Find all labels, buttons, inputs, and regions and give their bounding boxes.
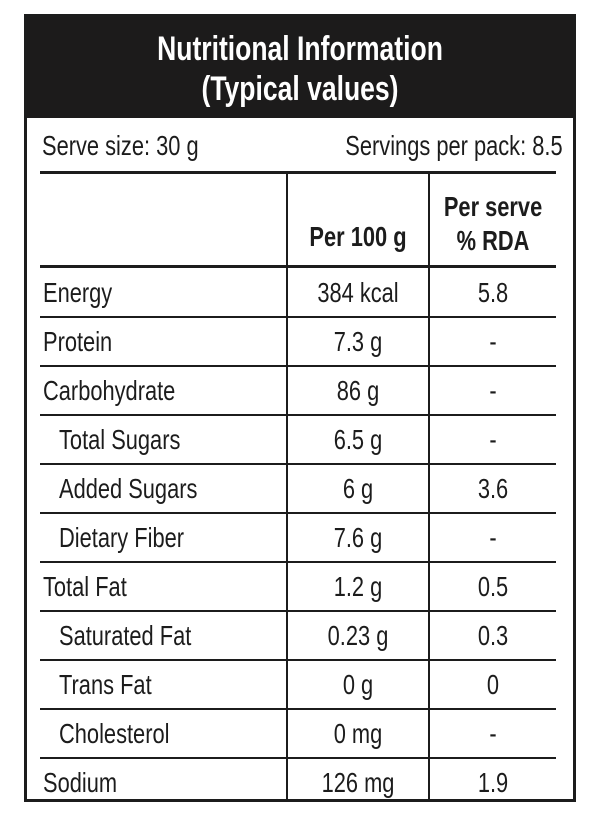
row-divider (40, 708, 556, 710)
column-header-rule (40, 265, 556, 268)
nutrient-name-sodium: Sodium (43, 767, 118, 798)
nutrient-name-added-sugars: Added Sugars (59, 473, 198, 504)
nutrient-rda-carbohydrate: - (489, 375, 497, 406)
nutrient-per-100g-saturated-fat: 0.23 g (327, 620, 389, 651)
nutrient-rda-sodium: 1.9 (477, 767, 509, 798)
nutrient-rda-total-sugars: - (489, 424, 497, 455)
nutrient-name-cholesterol: Cholesterol (59, 718, 170, 749)
row-divider (40, 561, 556, 563)
nutrient-rda-total-fat: 0.5 (477, 571, 509, 602)
row-divider (40, 365, 556, 367)
nutrient-per-100g-dietary-fiber: 7.6 g (333, 522, 383, 553)
label-subtitle: (Typical values) (201, 70, 399, 108)
servings-per-pack: Servings per pack: 8.5 (345, 130, 563, 161)
nutrient-rda-protein: - (489, 326, 497, 357)
column-divider-2 (428, 171, 430, 801)
nutrient-per-100g-cholesterol: 0 mg (333, 718, 383, 749)
nutrient-name-energy: Energy (43, 277, 113, 308)
nutrient-per-100g-trans-fat: 0 g (342, 669, 374, 700)
nutrient-name-total-fat: Total Fat (43, 571, 127, 602)
row-divider (40, 463, 556, 465)
nutrient-table: Per 100 g Per serve % RDA Energy 384 kcal… (40, 171, 556, 801)
nutrition-label: Nutritional Information (Typical values)… (24, 14, 576, 802)
nutrient-name-saturated-fat: Saturated Fat (59, 620, 192, 651)
row-divider (40, 512, 556, 514)
serve-size: Serve size: 30 g (42, 130, 199, 161)
nutrient-per-100g-protein: 7.3 g (333, 326, 383, 357)
nutrient-rda-dietary-fiber: - (489, 522, 497, 553)
label-title: Nutritional Information (157, 30, 443, 68)
nutrient-per-100g-total-fat: 1.2 g (333, 571, 383, 602)
column-header-rda: % RDA (456, 225, 530, 256)
nutrient-per-100g-carbohydrate: 86 g (336, 375, 380, 406)
nutrient-per-100g-energy: 384 kcal (317, 277, 399, 308)
label-header: Nutritional Information (Typical values) (27, 17, 573, 118)
serving-info: Serve size: 30 g Servings per pack: 8.5 (27, 121, 573, 171)
nutrient-name-carbohydrate: Carbohydrate (43, 375, 176, 406)
nutrient-rda-added-sugars: 3.6 (477, 473, 509, 504)
nutrient-rda-energy: 5.8 (477, 277, 509, 308)
nutrient-rda-trans-fat: 0 (486, 669, 500, 700)
row-divider (40, 610, 556, 612)
nutrient-per-100g-total-sugars: 6.5 g (333, 424, 383, 455)
nutrient-per-100g-sodium: 126 mg (321, 767, 395, 798)
nutrient-name-dietary-fiber: Dietary Fiber (59, 522, 185, 553)
column-header-per-serve: Per serve (443, 191, 543, 222)
column-divider-1 (286, 171, 288, 801)
table-top-rule (40, 171, 556, 174)
nutrient-per-100g-added-sugars: 6 g (342, 473, 374, 504)
nutrient-rda-cholesterol: - (489, 718, 497, 749)
row-divider (40, 659, 556, 661)
nutrient-name-protein: Protein (43, 326, 113, 357)
nutrient-rda-saturated-fat: 0.3 (477, 620, 509, 651)
nutrient-name-trans-fat: Trans Fat (59, 669, 152, 700)
row-divider (40, 757, 556, 759)
row-divider (40, 414, 556, 416)
row-divider (40, 316, 556, 318)
column-header-per-100g: Per 100 g (309, 221, 407, 252)
nutrient-name-total-sugars: Total Sugars (59, 424, 181, 455)
